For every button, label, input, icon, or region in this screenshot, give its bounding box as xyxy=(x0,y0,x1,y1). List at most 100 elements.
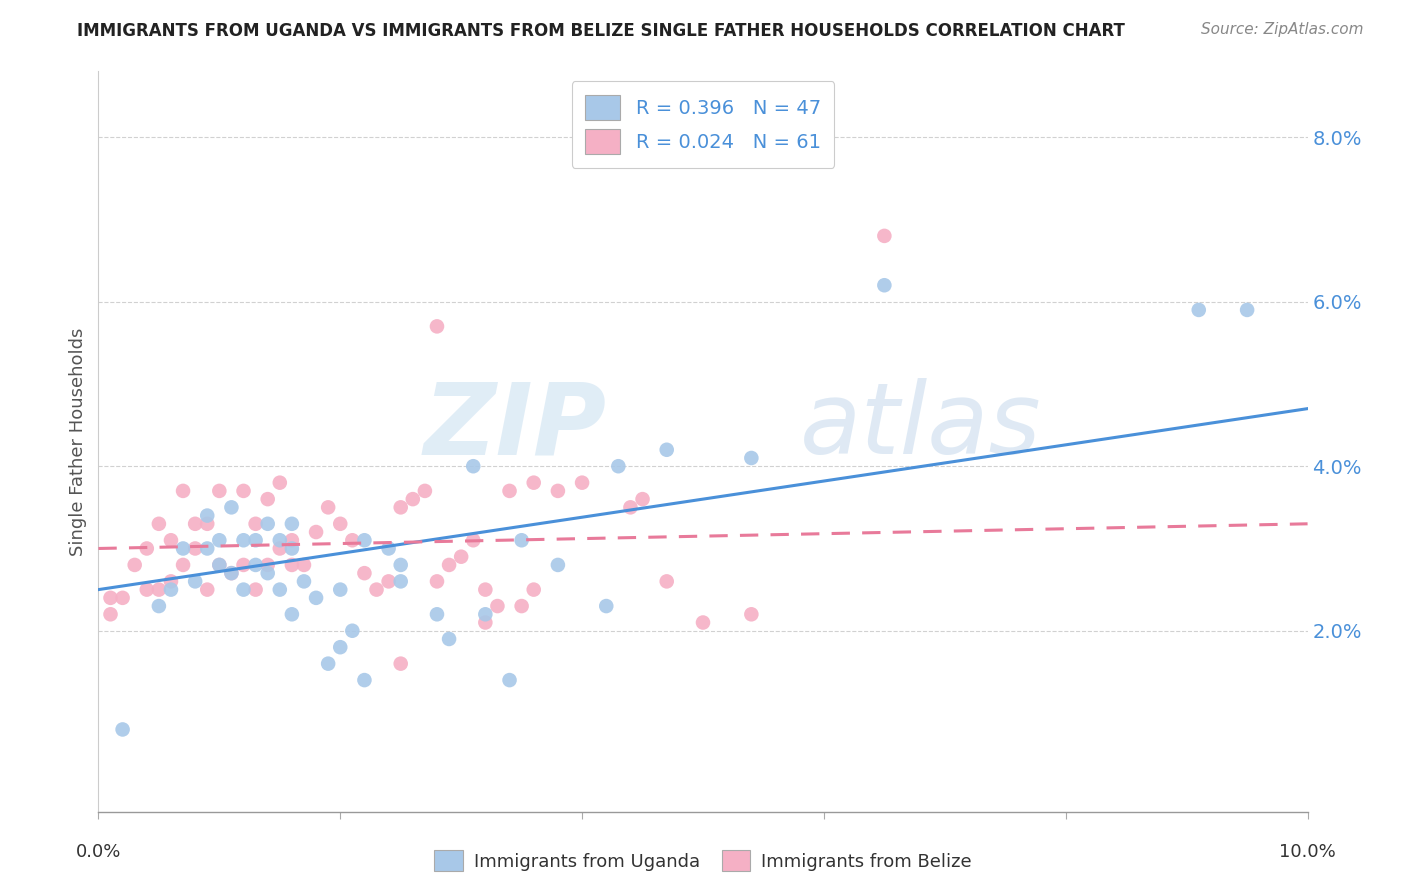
Point xyxy=(463,459,485,474)
Point xyxy=(329,516,352,531)
Point xyxy=(873,278,896,293)
Point xyxy=(692,615,714,630)
Point xyxy=(208,483,231,498)
Point xyxy=(256,566,278,581)
Text: 10.0%: 10.0% xyxy=(1279,843,1336,861)
Point xyxy=(437,558,460,572)
Point xyxy=(100,591,122,605)
Point xyxy=(208,558,231,572)
Point xyxy=(281,607,304,622)
Point xyxy=(148,516,170,531)
Point xyxy=(172,483,194,498)
Point xyxy=(305,524,328,539)
Point xyxy=(172,541,194,556)
Point xyxy=(281,541,304,556)
Point xyxy=(269,582,291,597)
Point xyxy=(329,640,352,655)
Point xyxy=(437,632,460,646)
Point xyxy=(389,500,412,515)
Point xyxy=(292,558,315,572)
Point xyxy=(426,574,449,589)
Point xyxy=(292,574,315,589)
Point xyxy=(498,483,520,498)
Point xyxy=(184,516,207,531)
Text: 0.0%: 0.0% xyxy=(76,843,121,861)
Point xyxy=(281,558,304,572)
Point xyxy=(366,582,388,597)
Text: atlas: atlas xyxy=(800,378,1042,475)
Point xyxy=(329,582,352,597)
Point xyxy=(135,541,157,556)
Point xyxy=(873,228,896,243)
Point xyxy=(208,558,231,572)
Point xyxy=(148,599,170,613)
Point xyxy=(256,516,278,531)
Point xyxy=(111,723,134,737)
Point xyxy=(523,475,546,490)
Point xyxy=(221,500,243,515)
Point xyxy=(1236,302,1258,317)
Point xyxy=(353,533,375,548)
Legend: R = 0.396   N = 47, R = 0.024   N = 61: R = 0.396 N = 47, R = 0.024 N = 61 xyxy=(572,81,834,168)
Point xyxy=(245,558,267,572)
Point xyxy=(135,582,157,597)
Point xyxy=(232,483,254,498)
Point xyxy=(342,533,364,548)
Text: ZIP: ZIP xyxy=(423,378,606,475)
Point xyxy=(281,533,304,548)
Point xyxy=(269,475,291,490)
Point xyxy=(232,582,254,597)
Point xyxy=(245,533,267,548)
Point xyxy=(269,541,291,556)
Point xyxy=(523,582,546,597)
Point xyxy=(232,558,254,572)
Point xyxy=(655,574,678,589)
Point xyxy=(221,566,243,581)
Point xyxy=(148,582,170,597)
Point xyxy=(377,541,399,556)
Point xyxy=(474,607,496,622)
Point xyxy=(172,558,194,572)
Point xyxy=(353,566,375,581)
Point xyxy=(221,566,243,581)
Point xyxy=(269,533,291,548)
Point xyxy=(160,533,183,548)
Point xyxy=(195,582,218,597)
Point xyxy=(245,582,267,597)
Point xyxy=(1188,302,1211,317)
Point xyxy=(100,607,122,622)
Point xyxy=(245,516,267,531)
Legend: Immigrants from Uganda, Immigrants from Belize: Immigrants from Uganda, Immigrants from … xyxy=(427,843,979,879)
Point xyxy=(160,574,183,589)
Point xyxy=(389,574,412,589)
Point xyxy=(498,673,520,687)
Text: Source: ZipAtlas.com: Source: ZipAtlas.com xyxy=(1201,22,1364,37)
Point xyxy=(463,533,485,548)
Point xyxy=(184,541,207,556)
Point xyxy=(281,516,304,531)
Point xyxy=(510,533,533,548)
Point xyxy=(486,599,509,613)
Point xyxy=(571,475,593,490)
Point xyxy=(342,624,364,638)
Point xyxy=(426,607,449,622)
Point xyxy=(353,673,375,687)
Text: IMMIGRANTS FROM UGANDA VS IMMIGRANTS FROM BELIZE SINGLE FATHER HOUSEHOLDS CORREL: IMMIGRANTS FROM UGANDA VS IMMIGRANTS FRO… xyxy=(77,22,1125,40)
Point xyxy=(232,533,254,548)
Point xyxy=(195,541,218,556)
Point xyxy=(111,591,134,605)
Point xyxy=(124,558,146,572)
Point xyxy=(547,483,569,498)
Point xyxy=(740,607,762,622)
Point xyxy=(316,500,339,515)
Point xyxy=(256,492,278,507)
Y-axis label: Single Father Households: Single Father Households xyxy=(69,327,87,556)
Point xyxy=(377,574,399,589)
Point xyxy=(595,599,617,613)
Point xyxy=(474,582,496,597)
Point xyxy=(655,442,678,457)
Point xyxy=(195,516,218,531)
Point xyxy=(389,558,412,572)
Point xyxy=(607,459,630,474)
Point xyxy=(547,558,569,572)
